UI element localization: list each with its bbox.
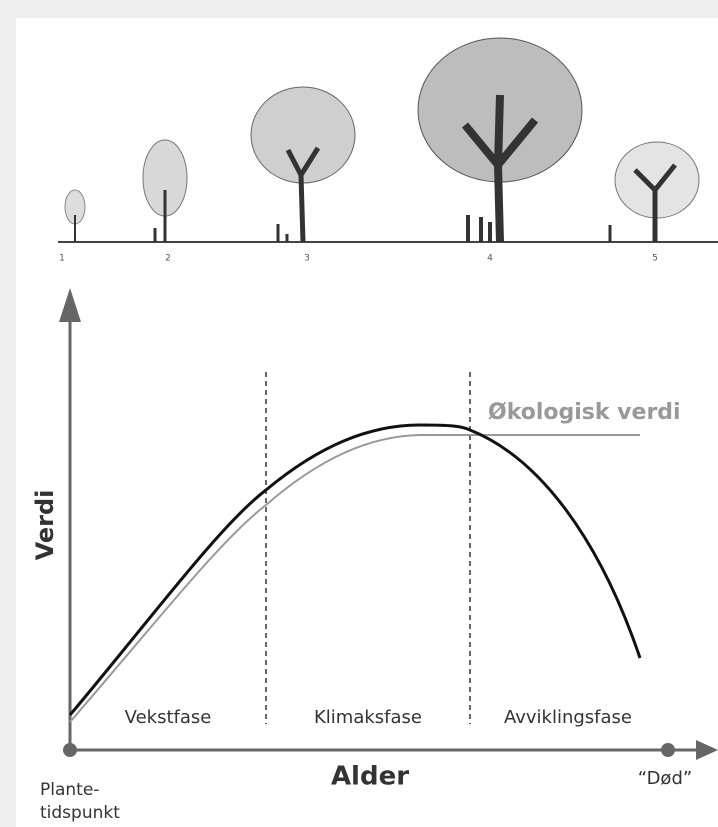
x-axis-label: Alder [331,762,409,792]
diagram: 1 2 3 4 5 Økologisk verdi Verdi Vekstfas… [0,0,718,827]
end-dot [661,743,675,757]
tree-number: 3 [304,254,310,264]
tree-number: 5 [652,254,658,264]
ecological-label: Økologisk verdi [488,400,681,425]
x-start-label: tidspunkt [40,803,120,823]
tree-number: 2 [165,254,171,264]
tree-number: 1 [59,254,65,264]
x-end-label: “Død” [638,768,692,789]
start-dot [63,743,77,757]
phase-label: Vekstfase [125,707,212,728]
phase-label: Klimaksfase [314,707,422,728]
x-start-label: Plante- [40,780,99,800]
tree-number: 4 [487,254,493,264]
y-axis-label: Verdi [31,490,59,561]
phase-label: Avviklingsfase [504,707,632,728]
